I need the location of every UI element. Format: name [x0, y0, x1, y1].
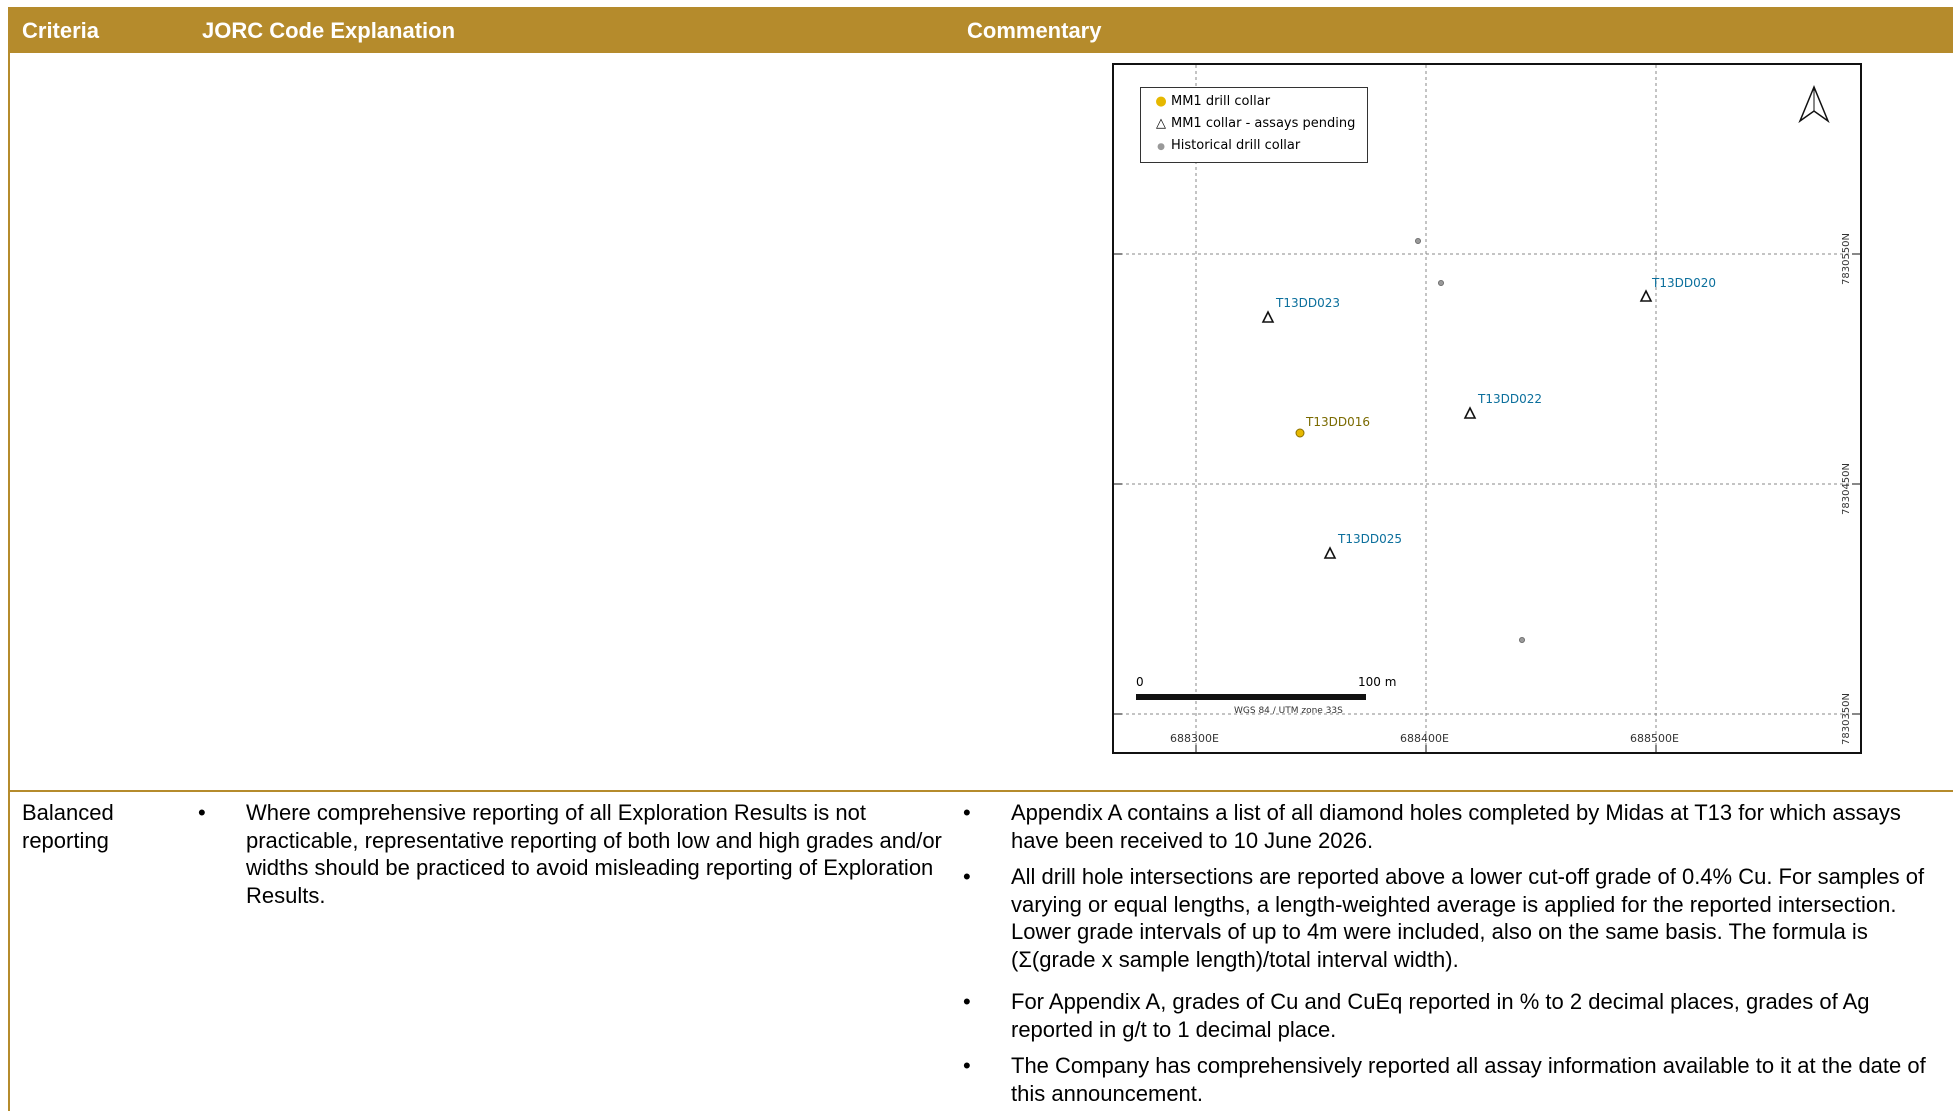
historical-collar-marker: [1518, 637, 1525, 644]
header-commentary: Commentary: [967, 18, 1102, 43]
table-header: Criteria JORC Code Explanation Commentar…: [8, 7, 1953, 53]
legend-historical: ● Historical drill collar: [1157, 138, 1301, 153]
scale-bar: [1136, 694, 1366, 700]
jorc-table: Criteria JORC Code Explanation Commentar…: [8, 7, 1953, 1111]
label-t13dd023: T13DD023: [1276, 296, 1340, 310]
label-t13dd022: T13DD022: [1478, 392, 1542, 406]
north-arrow-icon: [1798, 85, 1830, 124]
historical-collar-marker: [1437, 279, 1444, 286]
scale-end: 100 m: [1358, 675, 1397, 689]
mm1-collar-marker: [1295, 428, 1305, 438]
legend-pending: △ MM1 collar - assays pending: [1156, 116, 1356, 131]
map-legend: ● MM1 drill collar △ MM1 collar - assays p…: [1140, 87, 1368, 163]
scale-zero: 0: [1136, 675, 1144, 689]
x-tick: 688500E: [1630, 732, 1679, 745]
historical-collar-marker: [1414, 237, 1421, 244]
table-left-border: [8, 53, 10, 1111]
pending-collar-marker: [1639, 289, 1653, 302]
bullet: •: [198, 800, 206, 825]
pending-collar-marker: [1463, 406, 1477, 419]
y-tick: 7830550N: [1841, 232, 1852, 285]
pending-collar-marker: [1261, 310, 1275, 323]
drill-collar-map: ● MM1 drill collar △ MM1 collar - assays p…: [1112, 63, 1862, 754]
row-divider: [8, 790, 1953, 792]
label-t13dd016: T13DD016: [1306, 415, 1370, 429]
crs-label: WGS 84 / UTM zone 33S: [1234, 706, 1343, 716]
map-canvas: [1114, 65, 1860, 752]
legend-mm1: ● MM1 drill collar: [1155, 94, 1271, 109]
label-t13dd025: T13DD025: [1338, 532, 1402, 546]
label-t13dd020: T13DD020: [1652, 276, 1716, 290]
criteria-cell: Balanced reporting: [22, 800, 114, 853]
y-tick: 7830350N: [1841, 692, 1852, 745]
header-explanation: JORC Code Explanation: [202, 18, 456, 43]
pending-collar-marker: [1323, 546, 1337, 559]
y-tick: 7830450N: [1841, 462, 1852, 515]
x-tick: 688300E: [1170, 732, 1219, 745]
header-criteria: Criteria: [22, 18, 100, 43]
explanation-text: Where comprehensive reporting of all Exp…: [246, 800, 942, 908]
x-tick: 688400E: [1400, 732, 1449, 745]
